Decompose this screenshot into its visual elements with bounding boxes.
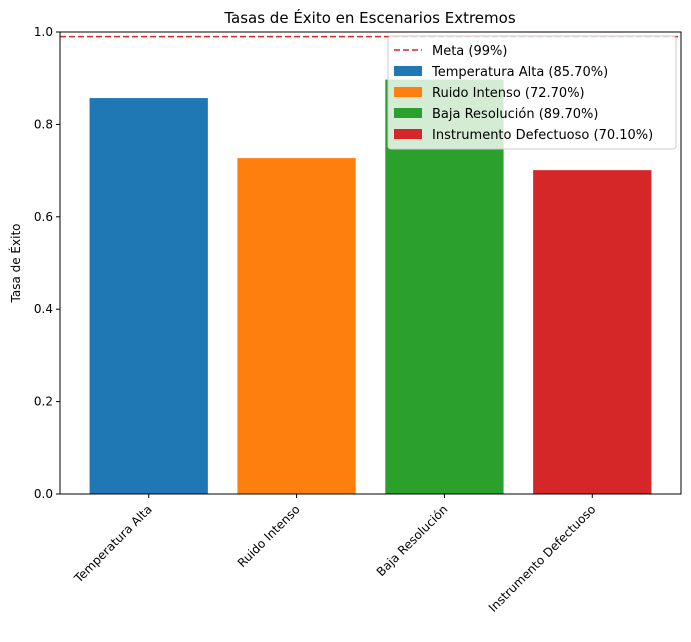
chart-title: Tasas de Éxito en Escenarios Extremos [223, 8, 515, 27]
y-tick-label: 1.0 [34, 25, 53, 39]
bars-layer [89, 79, 652, 494]
bar-temperatura-alta [89, 98, 208, 494]
y-tick-label: 0.6 [34, 210, 53, 224]
legend-swatch [394, 87, 422, 97]
x-tick-label: Temperatura Alta [71, 502, 155, 586]
legend-swatch [394, 66, 422, 76]
y-tick-label: 0.2 [34, 395, 53, 409]
y-axis-label: Tasa de Éxito [8, 224, 23, 304]
x-tick-label: Ruido Intenso [235, 502, 303, 570]
bar-instrumento-defectuoso [533, 170, 652, 494]
x-tick-label: Baja Resolución [374, 502, 451, 579]
x-tick-label: Instrumento Defectuoso [486, 502, 599, 615]
y-tick-label: 0.4 [34, 302, 53, 316]
legend: Meta (99%) Temperatura Alta (85.70%) Ruido… [387, 35, 677, 150]
legend-label: Meta (99%) [432, 44, 507, 59]
y-tick-label: 0.8 [34, 117, 53, 131]
legend-label: Baja Resolución (89.70%) [432, 107, 598, 122]
legend-label: Ruido Intenso (72.70%) [432, 86, 585, 101]
legend-label: Temperatura Alta (85.70%) [431, 65, 608, 80]
legend-box [387, 35, 677, 150]
legend-label: Instrumento Defectuoso (70.10%) [432, 128, 653, 143]
bar-ruido-intenso [237, 158, 356, 494]
legend-swatch [394, 108, 422, 118]
plot-frame [59, 31, 682, 495]
legend-swatch [394, 129, 422, 139]
y-tick-label: 0.0 [34, 487, 53, 501]
